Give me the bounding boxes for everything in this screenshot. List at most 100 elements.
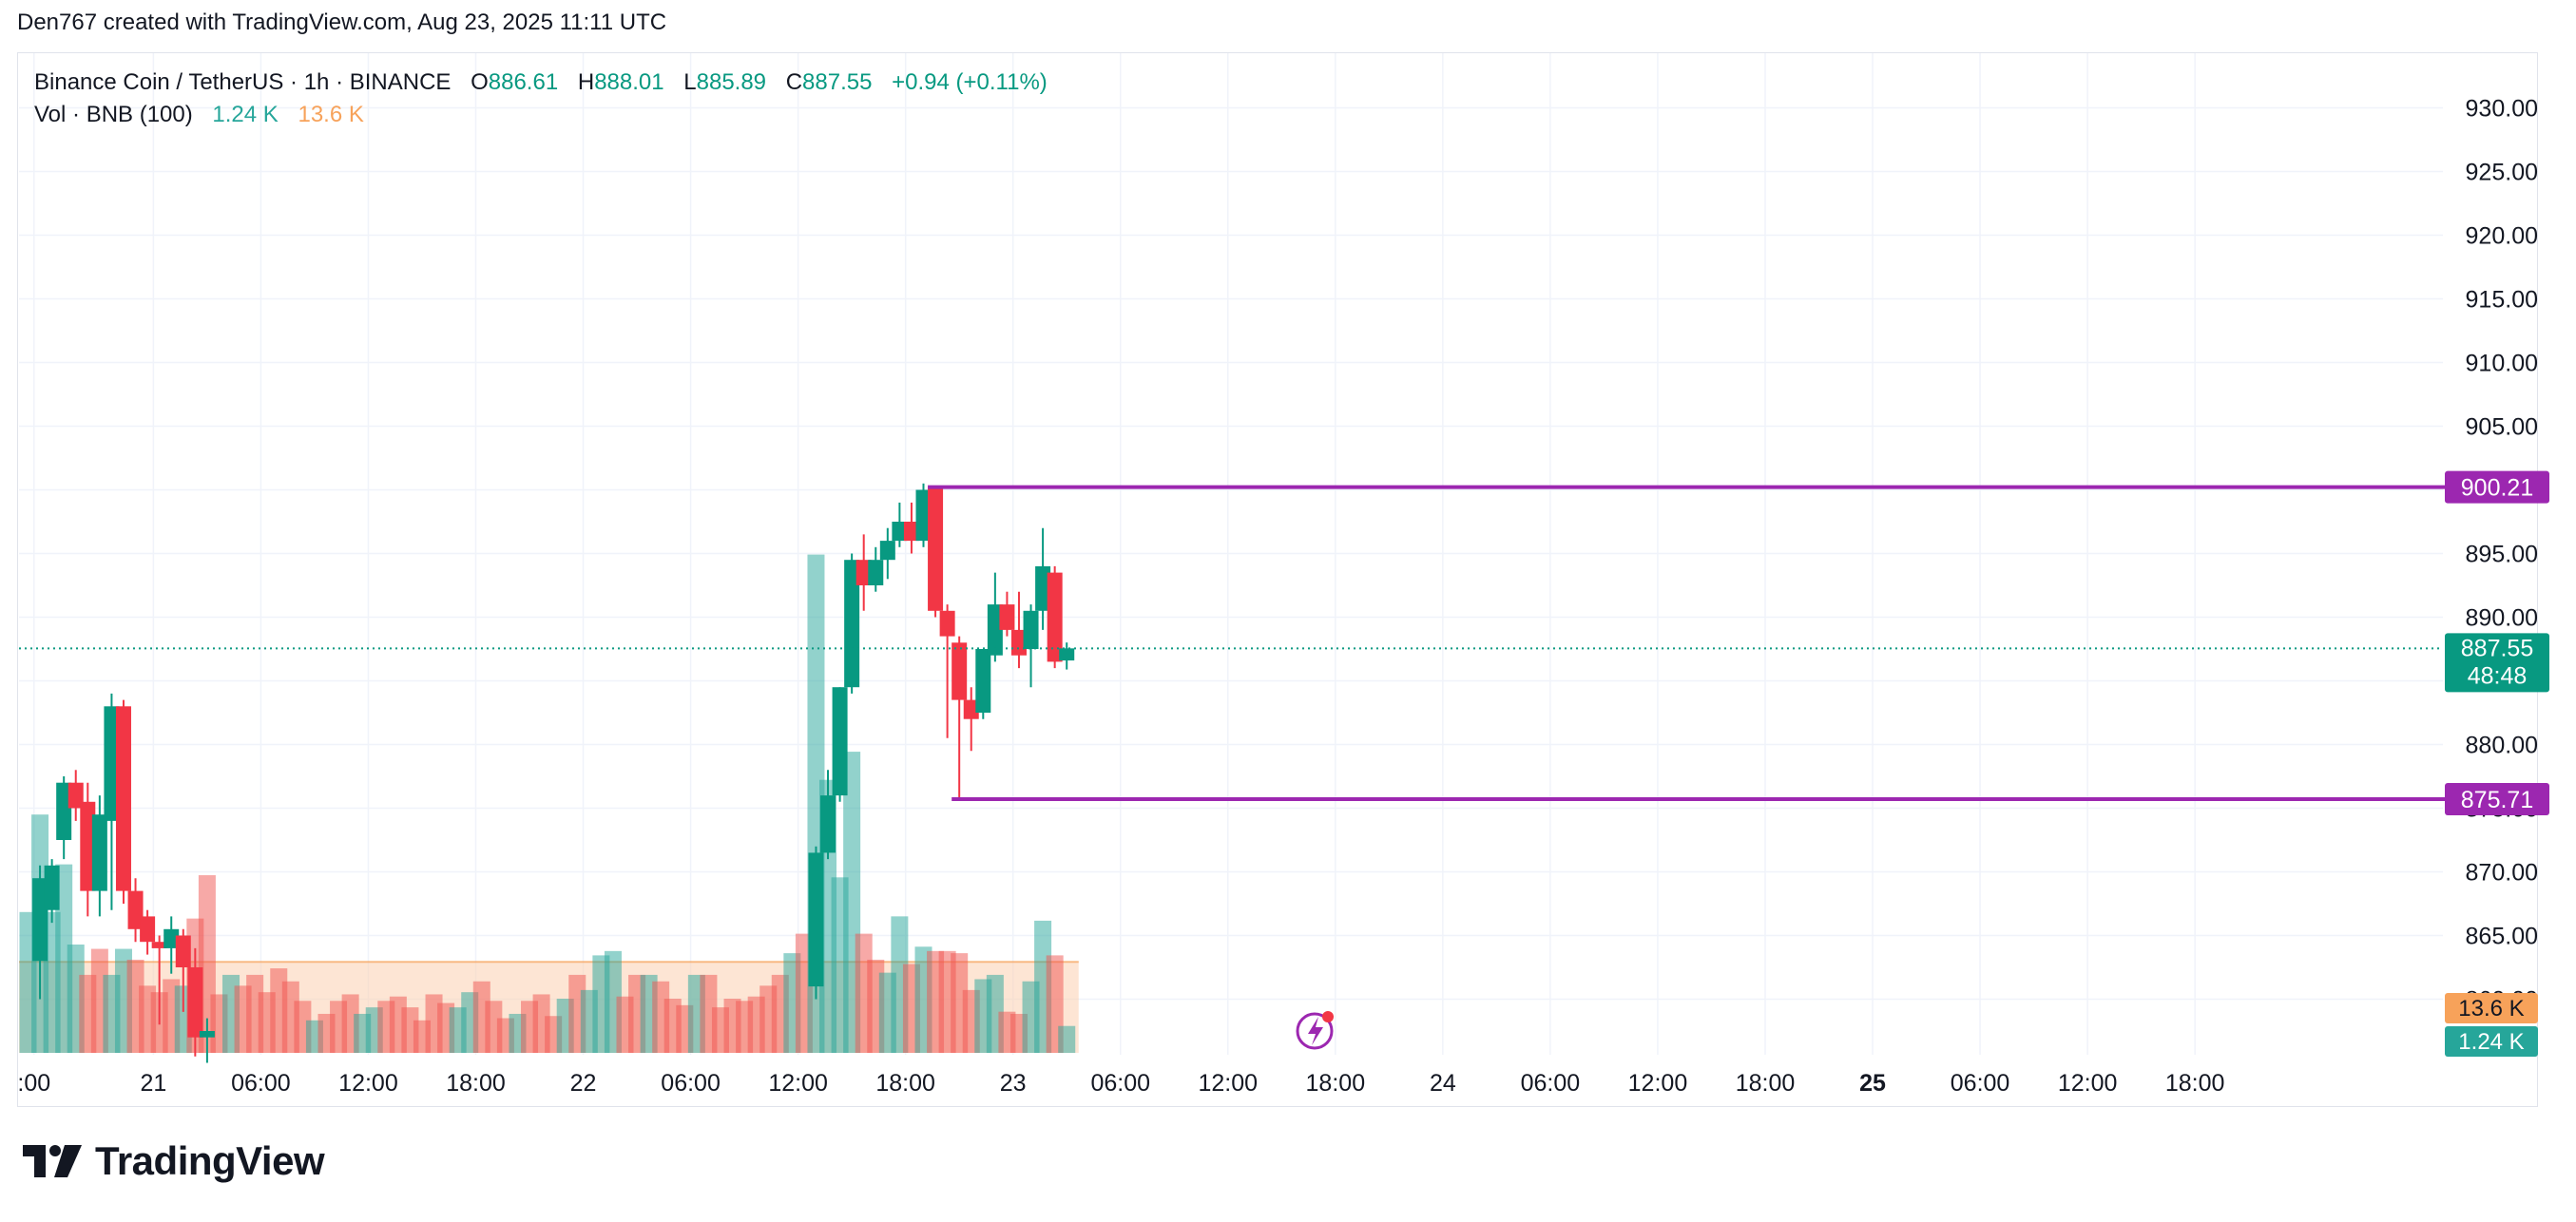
time-tick-label: 06:00 xyxy=(1951,1070,2010,1097)
price-tick-label: 865.00 xyxy=(2466,924,2538,950)
candle-body xyxy=(975,649,991,713)
time-tick-label: 22 xyxy=(570,1070,597,1097)
close-value: 887.55 xyxy=(802,69,873,95)
volume-badge xyxy=(2445,1026,2538,1057)
time-tick-label: 23 xyxy=(1000,1070,1027,1097)
low-label: L xyxy=(683,69,697,95)
time-tick-label: 18:00 xyxy=(446,1070,506,1097)
candles xyxy=(32,483,1075,1063)
time-tick-label: 18:00 xyxy=(2165,1070,2225,1097)
candle-body xyxy=(115,706,131,891)
price-tick-label: 890.00 xyxy=(2466,605,2538,632)
last-price-badge xyxy=(2445,633,2549,693)
time-tick-label: 12:00 xyxy=(1628,1070,1688,1097)
alert-lightning-icon[interactable] xyxy=(1296,1011,1334,1050)
change-value: +0.94 (+0.11%) xyxy=(892,69,1048,95)
volume-bar xyxy=(1058,1025,1076,1053)
level-lines xyxy=(19,485,2445,801)
time-tick-label: 12:00 xyxy=(2058,1070,2118,1097)
candle-body xyxy=(1023,610,1039,649)
candle-body xyxy=(928,487,944,611)
candle-body xyxy=(879,541,895,561)
high-label: H xyxy=(577,69,595,95)
time-tick-label: 18:00 xyxy=(875,1070,935,1097)
candle-body xyxy=(140,916,156,943)
price-tick-label: 910.00 xyxy=(2466,351,2538,377)
candle-body xyxy=(903,522,919,542)
time-tick-label: 18:00 xyxy=(1736,1070,1796,1097)
time-tick-label: 25 xyxy=(1859,1070,1886,1097)
price-tick-label: 880.00 xyxy=(2466,733,2538,759)
countdown-label: 48:48 xyxy=(2468,662,2528,689)
price-tick-label: 870.00 xyxy=(2466,860,2538,887)
candle-body xyxy=(939,610,955,637)
candle-body xyxy=(67,782,84,809)
chart-frame xyxy=(17,52,2538,1107)
candle-body xyxy=(1047,572,1063,662)
time-tick-label: 12:00 xyxy=(338,1070,398,1097)
volume-badge-label: 13.6 K xyxy=(2458,996,2524,1022)
last-price-label: 887.55 xyxy=(2461,635,2533,661)
level-badge-label: 900.21 xyxy=(2461,475,2533,502)
candle-body xyxy=(163,928,180,948)
candle-body xyxy=(1010,629,1027,656)
time-tick-label: 06:00 xyxy=(1090,1070,1150,1097)
volume-value: 1.24 K xyxy=(212,102,279,127)
symbol-title[interactable]: Binance Coin / TetherUS · 1h · BINANCE xyxy=(34,69,452,95)
time-tick-label: 18:00 xyxy=(1306,1070,1366,1097)
tradingview-logo[interactable]: TradingView xyxy=(23,1138,325,1184)
candle-body xyxy=(999,604,1015,630)
candle-body xyxy=(844,560,860,688)
candle-body xyxy=(104,706,120,821)
candle-body xyxy=(56,782,72,840)
time-tick-label: 12:00 xyxy=(768,1070,828,1097)
volume-histogram xyxy=(19,554,1079,1053)
price-tick-label: 925.00 xyxy=(2466,160,2538,186)
time-tick-label: 12:00 xyxy=(1198,1070,1258,1097)
price-axis: 930.00925.00920.00915.00910.00905.00900.… xyxy=(2466,96,2538,1014)
candle-body xyxy=(915,489,932,542)
time-tick-label: 24 xyxy=(1430,1070,1456,1097)
volume-legend-row: Vol · BNB (100) 1.24 K 13.6 K xyxy=(34,99,1048,131)
volume-ma-value: 13.6 K xyxy=(298,102,364,127)
price-tick-label: 895.00 xyxy=(2466,542,2538,568)
price-tick-label: 915.00 xyxy=(2466,287,2538,314)
candle-body xyxy=(175,935,191,967)
candle-body xyxy=(151,942,167,948)
tradingview-logo-text: TradingView xyxy=(95,1138,325,1183)
chart-grid xyxy=(19,53,2443,1055)
chart-legend: Binance Coin / TetherUS · 1h · BINANCE O… xyxy=(34,67,1048,131)
candle-body xyxy=(808,852,824,987)
level-badge xyxy=(2445,470,2549,504)
open-value: 886.61 xyxy=(488,69,559,95)
low-value: 885.89 xyxy=(696,69,767,95)
candle-body xyxy=(44,865,60,910)
candle-body xyxy=(952,642,968,700)
volume-label[interactable]: Vol · BNB (100) xyxy=(34,102,193,127)
open-label: O xyxy=(471,69,489,95)
high-value: 888.01 xyxy=(594,69,664,95)
candle-body xyxy=(963,699,979,719)
volume-badge xyxy=(2445,993,2538,1023)
close-label: C xyxy=(785,69,803,95)
candle-body xyxy=(187,967,203,1038)
candle-body xyxy=(868,560,884,585)
tradingview-logo-icon xyxy=(23,1145,82,1177)
level-badge xyxy=(2445,782,2549,815)
candle-body xyxy=(892,522,908,542)
time-tick-label: :00 xyxy=(17,1070,50,1097)
price-legend-row: Binance Coin / TetherUS · 1h · BINANCE O… xyxy=(34,67,1048,99)
attribution-text: Den767 created with TradingView.com, Aug… xyxy=(17,10,667,35)
candle-body xyxy=(855,560,872,585)
candle-body xyxy=(91,814,107,891)
candle-body xyxy=(1059,648,1075,661)
price-tick-label: 905.00 xyxy=(2466,414,2538,441)
candle-body xyxy=(199,1031,215,1038)
price-tick-label: 920.00 xyxy=(2466,223,2538,250)
time-axis: :00 21 06:00 12:00 18:00 22 06:00 12:00 18:00 23 0… xyxy=(17,1070,2224,1097)
candle-body xyxy=(987,604,1003,656)
candle-body xyxy=(820,795,836,853)
level-badge-label: 875.71 xyxy=(2461,787,2533,813)
